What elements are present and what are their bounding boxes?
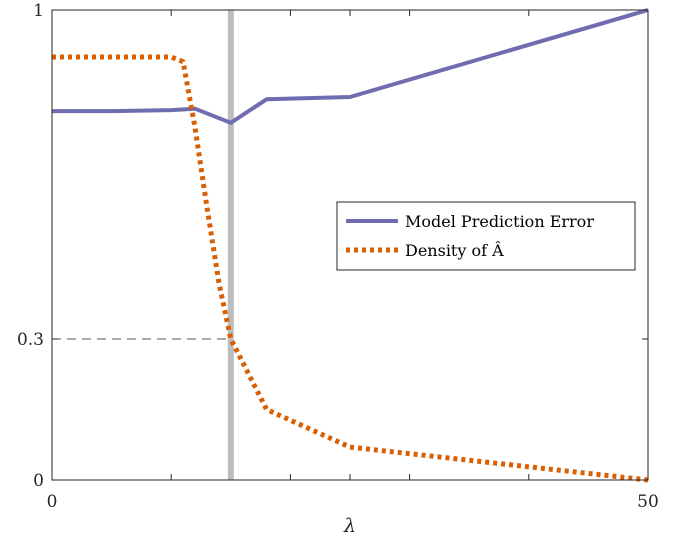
- x-axis-label: λ: [343, 515, 356, 537]
- tick-layer: 0 50 0 0.3 1: [17, 1, 659, 512]
- series-layer: [52, 8, 649, 483]
- legend-box: [336, 201, 636, 271]
- y-tick-label: 0: [33, 471, 44, 491]
- legend-label-density: Density of Â: [405, 240, 504, 260]
- y-tick-label: 1: [33, 1, 44, 21]
- legend-label-model-prediction-error: Model Prediction Error: [405, 212, 594, 231]
- legend: Model Prediction Error Density of Â: [336, 201, 636, 271]
- series-line-model-prediction-error: [52, 8, 649, 125]
- series-line-density: [52, 54, 649, 483]
- x-tick-label: 50: [637, 492, 659, 512]
- y-tick-label: 0.3: [17, 330, 44, 350]
- x-tick-label: 0: [47, 492, 58, 512]
